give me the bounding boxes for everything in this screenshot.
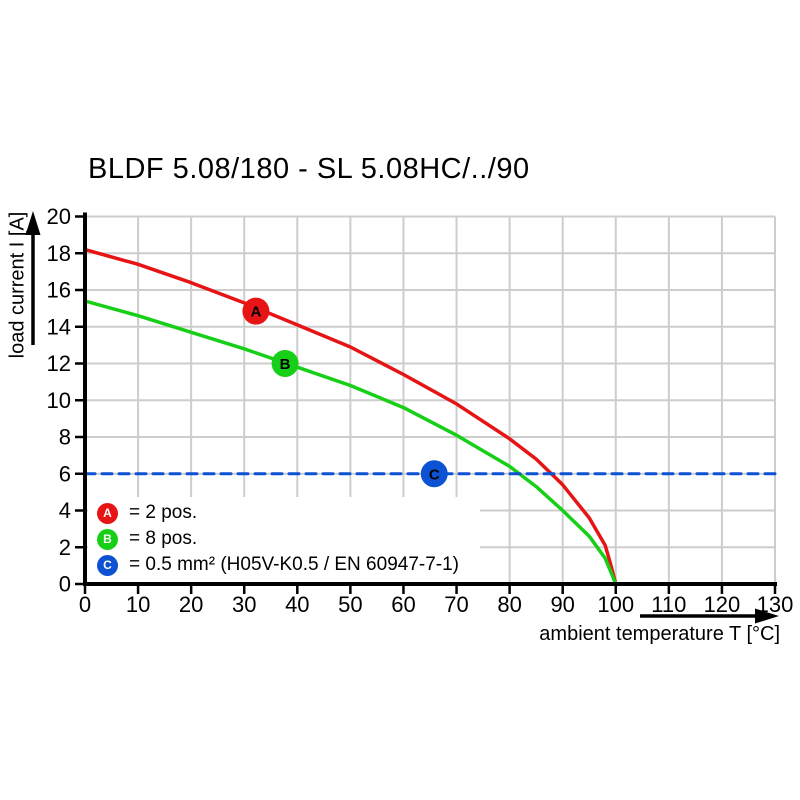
legend-label-c: = 0.5 mm² (H05V-K0.5 / EN 60947-7-1) — [129, 554, 460, 575]
marker-b-icon — [271, 350, 299, 377]
y-tick-label: 10 — [47, 388, 71, 413]
x-axis-label: ambient temperature T [°C] — [539, 623, 780, 645]
legend-badge-c-icon: C — [97, 554, 118, 576]
x-tick-label: 50 — [338, 592, 362, 617]
x-tick-label: 120 — [704, 592, 741, 617]
legend-badge-a-icon: A — [97, 502, 118, 524]
y-tick-label: 16 — [47, 278, 71, 303]
x-tick-label: 20 — [179, 592, 203, 617]
tick-labels: 0 2 4 6 8 10 12 14 16 18 20 0 10 20 30 40 50 60 70 80 90 100 1… — [47, 204, 794, 617]
y-tick-label: 4 — [59, 498, 71, 523]
curve-markers: A B C — [242, 297, 448, 488]
marker-c-letter: C — [429, 466, 440, 483]
axes — [75, 212, 777, 594]
curve-b — [83, 299, 618, 586]
x-tick-label: 10 — [126, 592, 150, 617]
y-tick-label: 0 — [59, 572, 71, 597]
marker-b-letter: B — [280, 356, 291, 373]
y-tick-label: 14 — [47, 314, 71, 339]
chart-title: BLDF 5.08/180 - SL 5.08HC/../90 — [88, 153, 530, 185]
legend-item-a: A = 2 pos. — [88, 500, 480, 526]
y-tick-label: 18 — [47, 241, 71, 266]
x-tick-label: 70 — [444, 592, 468, 617]
marker-c-icon — [420, 460, 448, 488]
legend: A = 2 pos. B = 8 pos. C = 0.5 mm² (H05V-… — [88, 497, 480, 582]
x-tick-label: 80 — [497, 592, 521, 617]
x-tick-label: 0 — [79, 592, 91, 617]
y-axis-arrowhead-icon — [25, 211, 41, 235]
y-tick-label: 8 — [59, 425, 71, 450]
y-tick-label: 6 — [59, 461, 71, 486]
y-tick-label: 20 — [47, 204, 71, 229]
y-tick-label: 12 — [47, 351, 71, 376]
curve-a — [83, 247, 618, 586]
x-tick-label: 100 — [597, 592, 634, 617]
legend-badge-b-icon: B — [97, 528, 118, 550]
marker-a-letter: A — [250, 304, 261, 321]
x-tick-label: 90 — [550, 592, 574, 617]
x-axis-arrowhead-icon — [755, 608, 779, 624]
x-tick-label: 30 — [232, 592, 256, 617]
y-axis-label: load current I [A] — [6, 211, 29, 359]
y-tick-label: 2 — [59, 535, 71, 560]
axis-arrows — [25, 211, 779, 624]
marker-a-icon — [242, 297, 270, 325]
legend-item-c: C = 0.5 mm² (H05V-K0.5 / EN 60947-7-1) — [88, 552, 480, 578]
legend-label-b: = 8 pos. — [129, 528, 198, 549]
x-tick-label: 110 — [651, 592, 686, 617]
x-tick-label: 40 — [285, 592, 309, 617]
legend-label-a: = 2 pos. — [129, 502, 198, 523]
legend-item-b: B = 8 pos. — [88, 526, 480, 552]
x-tick-label: 60 — [391, 592, 415, 617]
